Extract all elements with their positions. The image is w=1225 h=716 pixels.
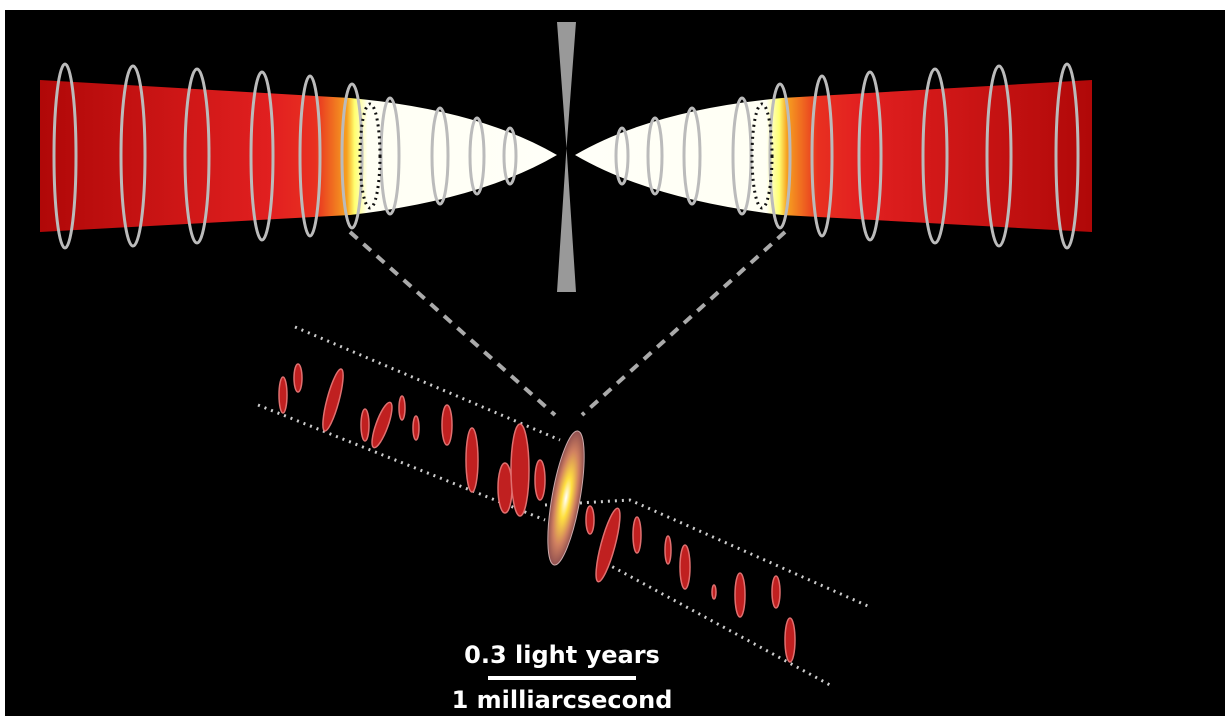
diagram: 0.3 light years 1 milliarcsecond [0,0,1225,716]
page: 0.3 light years 1 milliarcsecond (() => … [0,0,1225,716]
scale-top-label: 0.3 light years [464,641,660,669]
scale-bottom-label: 1 milliarcsecond [452,686,673,714]
